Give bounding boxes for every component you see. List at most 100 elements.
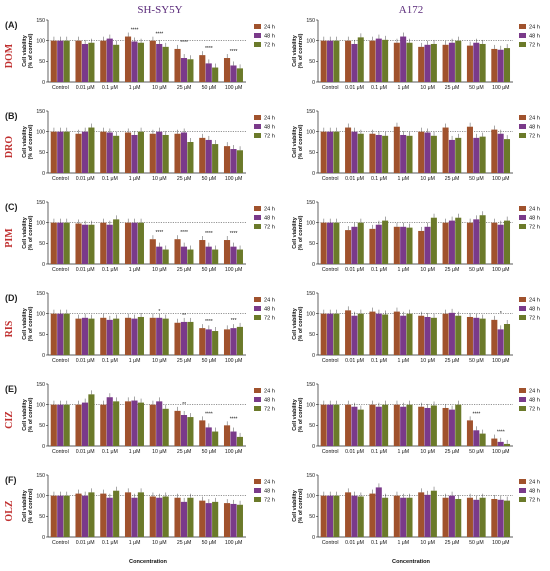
x-tick-label: 100 μM: [225, 358, 242, 364]
y-axis-label-line: Cell viability: [22, 490, 28, 521]
x-tick-label: 50 μM: [202, 449, 217, 455]
bar-48h: [156, 401, 163, 446]
bar-72h: [503, 48, 511, 82]
y-axis-label-line: (% of control): [298, 33, 304, 68]
legend-label: 24 h: [529, 298, 540, 304]
bar-24h: [174, 239, 181, 264]
bar-24h: [199, 328, 206, 355]
y-tick-label: 0: [42, 171, 45, 177]
legend-label: 72 h: [529, 498, 540, 504]
x-tick-label: Control: [322, 85, 339, 91]
legend-swatch: [519, 479, 526, 484]
bar-48h: [400, 134, 407, 173]
x-tick-label: 25 μM: [445, 358, 460, 364]
bar-48h: [473, 219, 480, 264]
legend-swatch: [254, 224, 261, 229]
bar-24h: [199, 420, 206, 446]
x-tick-label: 10 μM: [152, 85, 167, 91]
legend-swatch: [519, 224, 526, 229]
bar-24h: [442, 222, 449, 264]
significance-marker: ****: [230, 49, 238, 55]
x-tick-label: 0.01 μM: [345, 358, 364, 364]
y-tick-label: 50: [39, 514, 45, 520]
bar-48h: [351, 406, 358, 446]
bar-48h: [448, 495, 455, 537]
x-tick-label: 0.01 μM: [345, 540, 364, 546]
y-tick-label: 150: [306, 109, 315, 115]
bar-24h: [75, 40, 82, 82]
legend-label: 48 h: [264, 398, 275, 404]
legend-label: 48 h: [264, 34, 275, 40]
legend-swatch: [519, 497, 526, 502]
x-tick-label: 0.1 μM: [371, 176, 387, 182]
bar-72h: [382, 497, 389, 537]
bar-48h: [400, 315, 407, 355]
legend-swatch: [519, 397, 526, 402]
legend-swatch: [254, 42, 261, 47]
y-tick-label: 50: [39, 241, 45, 247]
bar-48h: [424, 316, 431, 355]
bar-24h: [320, 495, 327, 537]
y-tick-label: 0: [312, 171, 315, 177]
panels-container: (A)DOM Cell viability(% of control)050100…: [4, 18, 540, 546]
legend-label: 72 h: [264, 225, 275, 231]
significance-marker: ****: [131, 28, 139, 34]
x-tick-label: 50 μM: [202, 176, 217, 182]
bar-48h: [57, 495, 64, 537]
legend-swatch: [254, 488, 261, 493]
bar-48h: [81, 317, 89, 355]
bar-24h: [50, 404, 57, 446]
x-tick-label: 100 μM: [492, 540, 509, 546]
y-axis-label-line: Cell viability: [22, 217, 28, 248]
bar-24h: [100, 40, 107, 82]
legend-label: 24 h: [264, 207, 275, 213]
panel-letter: (E): [5, 384, 17, 394]
x-tick-label: 25 μM: [177, 540, 192, 546]
x-tick-label: 1 μM: [129, 540, 141, 546]
bar-24h: [174, 133, 181, 173]
bar-24h: [491, 319, 498, 355]
bar-24h: [393, 42, 400, 82]
bar-24h: [223, 425, 231, 446]
bar-48h: [497, 329, 504, 355]
bar-72h: [455, 217, 462, 264]
x-tick-label: 25 μM: [445, 540, 460, 546]
x-tick-label: 10 μM: [420, 85, 435, 91]
y-axis-label-line: (% of control): [28, 33, 34, 68]
bar-48h: [131, 497, 138, 537]
y-tick-label: 50: [39, 332, 45, 338]
x-tick-label: 10 μM: [420, 540, 435, 546]
panel-ciz-shsy5y: (E) CIZ Cell viability(% of control) 0 50 100…: [4, 382, 275, 455]
bar-72h: [503, 500, 511, 537]
significance-marker: **: [182, 313, 186, 319]
panel-ris-shsy5y: (D) RIS Cell viability(% of control) 0 50 100…: [4, 291, 275, 364]
x-tick-label: 50 μM: [469, 85, 484, 91]
x-tick-label: 10 μM: [420, 267, 435, 273]
bar-24h: [124, 492, 132, 537]
bar-24h: [345, 127, 352, 173]
bar-48h: [230, 246, 237, 264]
y-tick-label: 100: [306, 311, 315, 317]
x-tick-label: Control: [52, 358, 69, 364]
y-tick-label: 100: [36, 129, 45, 135]
legend-swatch: [519, 124, 526, 129]
bar-24h: [320, 222, 327, 264]
legend-swatch: [519, 206, 526, 211]
legend-swatch: [254, 479, 261, 484]
legend-swatch: [519, 115, 526, 120]
bar-24h: [124, 317, 132, 355]
bar-24h: [149, 239, 156, 264]
bar-24h: [345, 404, 352, 446]
bar-24h: [199, 240, 206, 264]
bar-24h: [174, 322, 181, 355]
bar-72h: [63, 131, 70, 173]
significance-marker: *: [500, 311, 502, 317]
bar-48h: [375, 406, 382, 446]
y-axis-label-line: (% of control): [298, 306, 304, 341]
legend-swatch: [519, 306, 526, 311]
x-tick-label: 0.1 μM: [102, 540, 118, 546]
y-tick-label: 50: [309, 241, 315, 247]
bar-72h: [455, 315, 462, 355]
x-tick-label: 25 μM: [445, 176, 460, 182]
x-tick-label: 50 μM: [202, 267, 217, 273]
